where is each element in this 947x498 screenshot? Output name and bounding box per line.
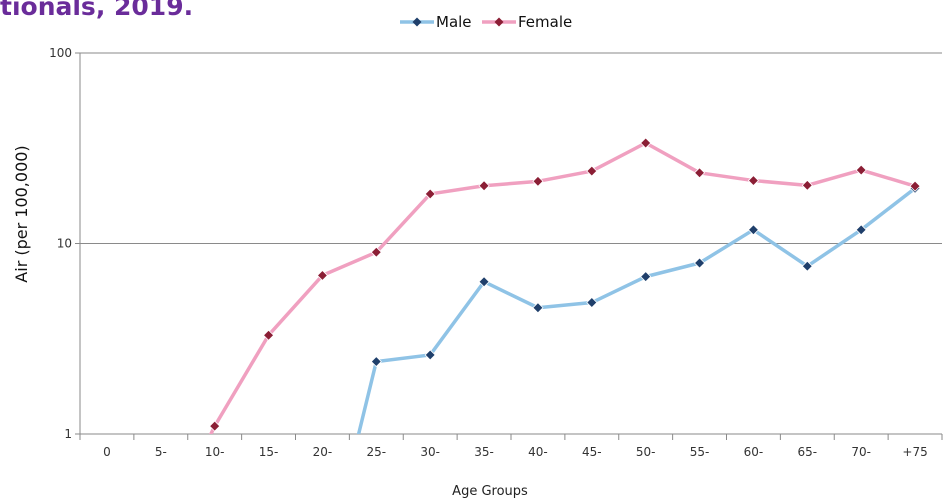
series-male: [356, 182, 921, 434]
x-tick-label: 50-: [636, 445, 656, 459]
data-point-female: [586, 165, 598, 177]
data-point-male: [532, 302, 544, 314]
x-tick-label: 20-: [313, 445, 333, 459]
data-point-female: [532, 175, 544, 187]
data-point-female: [801, 179, 813, 191]
x-tick-label: 55-: [690, 445, 710, 459]
data-point-female: [209, 420, 221, 432]
legend-item-female: Female: [482, 13, 572, 31]
data-point-female: [424, 188, 436, 200]
y-axis-label: Air (per 100,000): [12, 145, 31, 282]
data-point-male: [586, 296, 598, 309]
x-tick-label: 0: [103, 445, 111, 459]
y-tick-label: 100: [49, 46, 72, 60]
data-point-male: [370, 356, 382, 368]
data-point-male: [747, 224, 760, 236]
x-tick-label: 5-: [155, 445, 167, 459]
x-axis-label: Age Groups: [452, 484, 528, 498]
chart-title-fragment: tionals, 2019.: [0, 0, 194, 21]
data-point-female: [855, 164, 867, 176]
series-line-female: [208, 141, 916, 434]
legend-label-female: Female: [518, 13, 572, 31]
x-tick-label: 45-: [582, 445, 602, 459]
axes: 1 10 100 0 5- 10- 15- 20- 25- 30- 35- 40- 45- 50- 55- 6…: [49, 46, 943, 459]
x-tick-label: 30-: [420, 445, 440, 459]
legend-item-male: Male: [400, 13, 472, 31]
y-tick-label: 10: [57, 237, 72, 251]
x-tick-label: 65-: [798, 445, 818, 459]
x-tick-label: 60-: [744, 445, 764, 459]
grid-lines: [80, 52, 942, 435]
legend-marker-female: [494, 17, 504, 27]
data-point-male: [424, 349, 436, 361]
data-point-male: [801, 260, 813, 272]
legend: Male Female: [400, 13, 572, 31]
x-tick-label: 25-: [367, 445, 387, 459]
data-point-male: [693, 257, 706, 269]
y-tick-label: 1: [64, 427, 72, 441]
data-point-male: [640, 271, 652, 283]
data-point-female: [478, 180, 490, 192]
data-point-female: [262, 329, 275, 341]
data-point-male: [855, 224, 867, 236]
x-tick-label: 40-: [528, 445, 548, 459]
data-point-female: [693, 167, 706, 179]
legend-label-male: Male: [436, 13, 472, 31]
data-point-female: [640, 137, 652, 149]
series-female: [208, 137, 921, 434]
series-layer: [208, 137, 921, 434]
x-tick-label: 10-: [205, 445, 225, 459]
x-tick-label: 35-: [474, 445, 494, 459]
legend-marker-male: [412, 17, 422, 27]
x-tick-label: 70-: [851, 445, 871, 459]
series-line-male: [356, 186, 917, 434]
data-point-male: [478, 276, 490, 288]
data-point-female: [909, 180, 921, 192]
x-tick-label: +75: [902, 445, 927, 459]
data-point-female: [747, 174, 760, 187]
x-tick-label: 15-: [259, 445, 279, 459]
data-point-female: [316, 269, 329, 281]
data-point-female: [370, 246, 382, 258]
